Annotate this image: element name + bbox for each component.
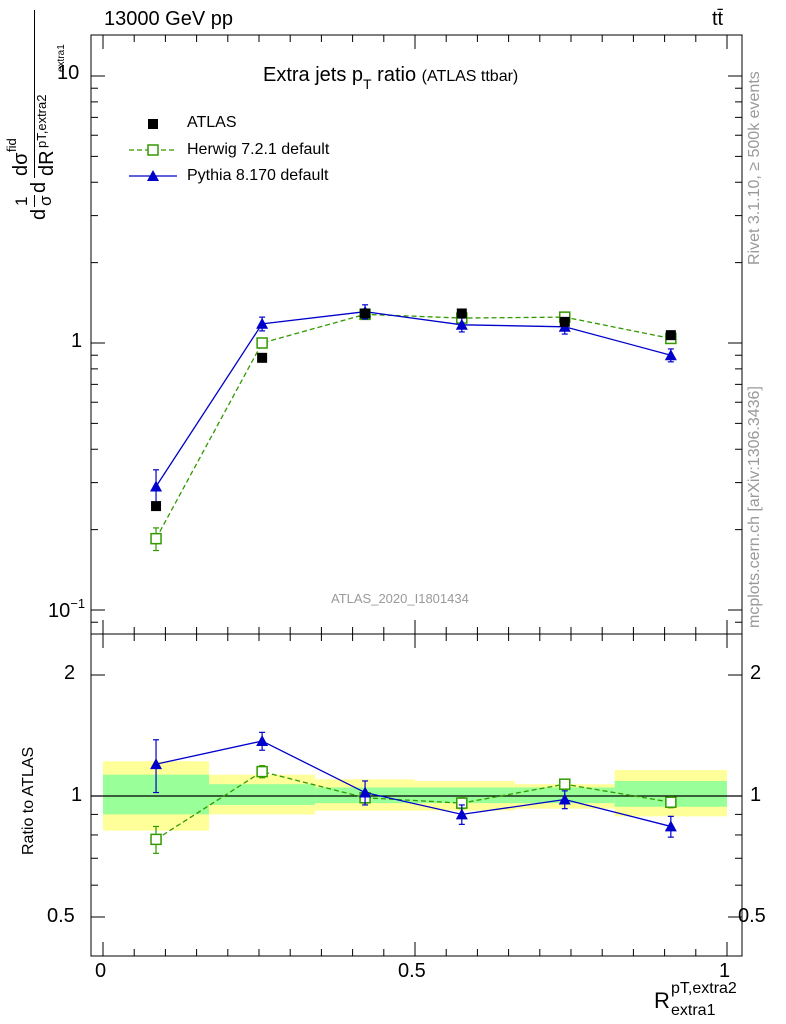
upper-point-herwig-1 bbox=[256, 337, 268, 349]
ratio-line-pythia bbox=[155, 740, 671, 828]
upper-line-pythia bbox=[155, 311, 672, 487]
upper-point-atlas-4 bbox=[559, 316, 570, 327]
legend-label-pythia: Pythia 8.170 default bbox=[187, 167, 329, 184]
upper-point-pythia-3 bbox=[455, 318, 468, 330]
xlabel-main: R bbox=[654, 988, 670, 1013]
upper-point-pythia-5 bbox=[664, 349, 677, 361]
upper-point-atlas-2 bbox=[360, 308, 371, 319]
title-main: Extra jets p bbox=[263, 64, 364, 86]
upper-point-atlas-3 bbox=[456, 308, 467, 319]
ylabel-sub: extra1 bbox=[56, 44, 67, 72]
ylabel-sup: pT,extra2 bbox=[34, 94, 49, 148]
upper-point-pythia-0 bbox=[150, 480, 163, 492]
upper-line-herwig bbox=[155, 313, 671, 539]
upper-point-pythia-1 bbox=[256, 317, 269, 329]
ratio-line-herwig bbox=[155, 770, 671, 840]
ratio-ytick-label-1-right: 1 bbox=[750, 784, 762, 806]
band-inner-bin-1 bbox=[209, 784, 316, 805]
ytick-label-0p1-base: 10 bbox=[48, 600, 71, 622]
xtick-label-1: 1 bbox=[719, 960, 731, 982]
upper-point-atlas-0 bbox=[151, 501, 162, 512]
ratio-point-herwig-0 bbox=[150, 833, 162, 846]
ratio-point-pythia-0 bbox=[150, 758, 163, 770]
xtick-label-0p5: 0.5 bbox=[398, 960, 426, 982]
xlabel-sup: pT,extra2 bbox=[671, 980, 737, 997]
ratio-point-pythia-5 bbox=[664, 820, 677, 832]
title-sub: T bbox=[363, 76, 372, 92]
ylabel-one: 1 bbox=[12, 196, 31, 206]
chart-title: Extra jets pT ratio (ATLAS ttbar) bbox=[263, 64, 519, 92]
title-paren: (ATLAS ttbar) bbox=[421, 68, 519, 85]
xtick-label-0: 0 bbox=[95, 960, 107, 982]
mcplots-label: mcplots.cern.ch [arXiv:1306.3436] bbox=[746, 386, 763, 628]
ylabel-dR: dR bbox=[36, 150, 58, 176]
x-axis-label: R pT,extra2 extra1 bbox=[654, 980, 779, 1024]
ratio-point-herwig-5 bbox=[665, 796, 677, 808]
band-inner-bin-3 bbox=[415, 787, 515, 804]
analysis-label: ATLAS_2020_I1801434 bbox=[331, 591, 469, 606]
upper-point-atlas-5 bbox=[665, 330, 676, 341]
ylabel-d: d bbox=[28, 208, 50, 220]
upper-point-herwig-0 bbox=[150, 532, 162, 545]
ylabel-sigma: σ bbox=[36, 195, 55, 207]
ratio-point-pythia-4 bbox=[558, 793, 571, 805]
ratio-ytick-label-0p5-right: 0.5 bbox=[738, 905, 766, 927]
ytick-label-1: 1 bbox=[71, 330, 83, 352]
legend-marker-herwig bbox=[147, 144, 159, 156]
ratio-point-pythia-3 bbox=[455, 808, 468, 820]
legend-marker-atlas bbox=[148, 119, 158, 129]
ratio-y-axis-label: Ratio to ATLAS bbox=[20, 746, 37, 855]
upper-point-atlas-1 bbox=[257, 352, 268, 363]
ratio-ytick-label-2: 2 bbox=[64, 662, 76, 684]
ratio-point-herwig-4 bbox=[559, 778, 571, 790]
y-axis-label: d 1 σ d dσ fid dR pT,extra2 extra1 bbox=[4, 10, 72, 220]
xlabel-sub: extra1 bbox=[671, 1002, 716, 1019]
ratio-ytick-label-2-right: 2 bbox=[750, 662, 762, 684]
ratio-point-pythia-1 bbox=[256, 735, 269, 747]
lower-frame bbox=[90, 633, 743, 957]
ratio-point-herwig-1 bbox=[256, 765, 268, 778]
ytick-label-0p1: 10−1 bbox=[48, 596, 85, 623]
ratio-ytick-label-0p5: 0.5 bbox=[47, 905, 75, 927]
title-tail: ratio bbox=[371, 64, 417, 86]
ratio-point-pythia-2 bbox=[359, 786, 372, 798]
legend-label-atlas: ATLAS bbox=[187, 114, 237, 131]
energy-label: 13000 GeV pp bbox=[104, 8, 233, 30]
rivet-label: Rivet 3.1.10, ≥ 500k events bbox=[746, 71, 763, 265]
process-label: tt̄ bbox=[712, 8, 724, 30]
legend-marker-pythia bbox=[147, 170, 159, 181]
ratio-ytick-label-1: 1 bbox=[71, 784, 83, 806]
ytick-label-10: 10 bbox=[57, 62, 80, 84]
ylabel-d2: d bbox=[28, 181, 50, 193]
ylabel-fid: fid bbox=[4, 138, 19, 152]
ylabel-dsigma: dσ bbox=[10, 152, 32, 176]
ytick-label-0p1-exp: −1 bbox=[70, 596, 86, 611]
legend-label-herwig: Herwig 7.2.1 default bbox=[187, 141, 330, 158]
